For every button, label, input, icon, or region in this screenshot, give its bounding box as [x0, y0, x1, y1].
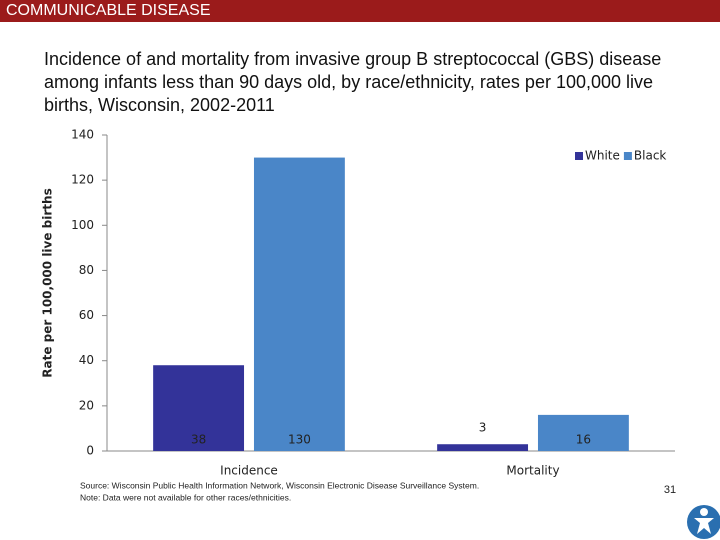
data-label: 3	[479, 421, 487, 435]
y-tick-label: 0	[86, 444, 94, 458]
y-tick-label: 140	[71, 128, 94, 142]
bar	[537, 414, 629, 451]
legend-swatch	[575, 152, 583, 160]
spacer	[0, 20, 720, 45]
header-section: COMMUNICABLE DISEASE	[6, 2, 210, 19]
y-tick-label: 40	[79, 353, 94, 367]
header-topic: Incidence of communicable disease	[461, 24, 715, 41]
x-tick-label: Incidence	[220, 464, 278, 478]
logo	[687, 505, 720, 539]
bar	[253, 157, 345, 452]
y-tick-label: 60	[79, 308, 94, 322]
bar	[437, 444, 529, 451]
data-label: 16	[576, 433, 591, 447]
data-label: 38	[191, 433, 206, 447]
header-bar	[0, 0, 720, 22]
bar	[153, 365, 245, 451]
source-note: Source: Wisconsin Public Health Informat…	[80, 480, 479, 490]
legend-swatch	[623, 152, 632, 160]
legend-label: White	[585, 149, 620, 163]
data-label: 130	[288, 433, 311, 447]
y-axis-label: Rate per 100,000 live births	[41, 188, 55, 377]
y-tick-label: 100	[71, 218, 94, 232]
y-tick-label: 120	[71, 173, 94, 187]
legend-label: Black	[634, 149, 667, 163]
y-tick-label: 80	[79, 263, 94, 277]
x-tick-label: Mortality	[506, 464, 559, 478]
page-number: 31	[664, 484, 676, 496]
source-note: Note: Data were not available for other …	[80, 492, 291, 502]
chart-title: Incidence of and mortality from invasive…	[44, 49, 661, 115]
y-tick-label: 20	[79, 398, 94, 412]
